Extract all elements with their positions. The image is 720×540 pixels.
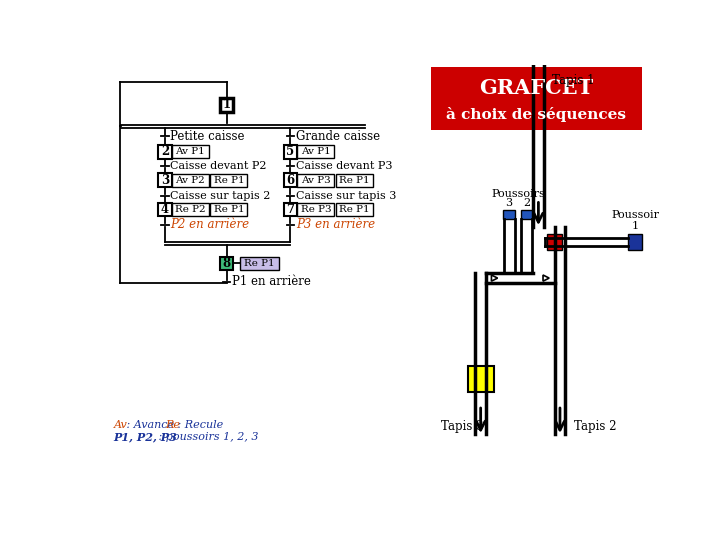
FancyBboxPatch shape: [297, 203, 334, 216]
Text: 6: 6: [287, 174, 294, 187]
Text: Tapis 3: Tapis 3: [441, 420, 483, 433]
FancyBboxPatch shape: [220, 256, 233, 271]
FancyBboxPatch shape: [158, 202, 172, 217]
Text: 4: 4: [161, 203, 169, 216]
FancyBboxPatch shape: [210, 174, 248, 187]
Text: Re P1: Re P1: [339, 176, 369, 185]
FancyBboxPatch shape: [210, 203, 248, 216]
Text: 5: 5: [287, 145, 294, 158]
FancyBboxPatch shape: [284, 145, 297, 159]
Text: 3: 3: [161, 174, 169, 187]
Text: Av P2: Av P2: [176, 176, 205, 185]
Text: Caisse sur tapis 2: Caisse sur tapis 2: [171, 191, 271, 201]
Text: P3 en arrière: P3 en arrière: [296, 219, 375, 232]
Text: Petite caisse: Petite caisse: [171, 130, 245, 143]
Text: Caisse devant P2: Caisse devant P2: [171, 161, 267, 171]
FancyBboxPatch shape: [240, 257, 279, 270]
FancyBboxPatch shape: [158, 145, 172, 159]
Text: Re P1: Re P1: [244, 259, 275, 268]
Text: Re: Re: [165, 420, 180, 430]
Text: Re P2: Re P2: [175, 205, 206, 214]
Text: P2 en arrière: P2 en arrière: [171, 219, 249, 232]
Text: Re P3: Re P3: [300, 205, 331, 214]
Text: 8: 8: [222, 257, 230, 270]
FancyBboxPatch shape: [297, 174, 334, 187]
Text: Caisse devant P3: Caisse devant P3: [296, 161, 392, 171]
FancyBboxPatch shape: [172, 203, 209, 216]
FancyBboxPatch shape: [336, 174, 373, 187]
Text: 2: 2: [523, 198, 531, 208]
FancyBboxPatch shape: [172, 145, 209, 158]
FancyBboxPatch shape: [547, 234, 562, 249]
Text: : Avance: : Avance: [122, 420, 184, 430]
Text: Caisse sur tapis 3: Caisse sur tapis 3: [296, 191, 396, 201]
Text: P1 en arrière: P1 en arrière: [232, 275, 311, 288]
Text: Re P1: Re P1: [339, 205, 369, 214]
Text: Tapis 2: Tapis 2: [574, 420, 616, 433]
Text: Poussoir
1: Poussoir 1: [611, 210, 660, 231]
Text: Av: Av: [113, 420, 127, 430]
Text: Re P1: Re P1: [214, 205, 244, 214]
FancyBboxPatch shape: [220, 98, 233, 112]
Text: 1: 1: [222, 98, 230, 111]
FancyBboxPatch shape: [284, 173, 297, 187]
FancyBboxPatch shape: [172, 174, 209, 187]
Text: Av P1: Av P1: [176, 147, 205, 156]
FancyBboxPatch shape: [158, 173, 172, 187]
Text: Poussoirs: Poussoirs: [491, 189, 545, 199]
FancyBboxPatch shape: [521, 210, 533, 219]
Text: Av P3: Av P3: [301, 176, 330, 185]
FancyBboxPatch shape: [297, 145, 334, 158]
FancyBboxPatch shape: [284, 202, 297, 217]
Text: P1, P2, P3: P1, P2, P3: [113, 431, 177, 442]
FancyBboxPatch shape: [467, 366, 494, 392]
Text: Av P1: Av P1: [301, 147, 330, 156]
Text: 3: 3: [505, 198, 513, 208]
FancyBboxPatch shape: [431, 67, 642, 130]
Text: : poussoirs 1, 2, 3: : poussoirs 1, 2, 3: [155, 431, 258, 442]
Text: GRAFCET: GRAFCET: [480, 78, 593, 98]
Text: à choix de séquences: à choix de séquences: [446, 107, 626, 122]
Text: 2: 2: [161, 145, 169, 158]
FancyBboxPatch shape: [503, 210, 516, 219]
Text: Re P1: Re P1: [214, 176, 244, 185]
Text: 7: 7: [287, 203, 294, 216]
Text: Tapis 1: Tapis 1: [552, 74, 595, 87]
Text: Grande caisse: Grande caisse: [296, 130, 380, 143]
FancyBboxPatch shape: [629, 234, 642, 249]
FancyBboxPatch shape: [336, 203, 373, 216]
Text: : Recule: : Recule: [174, 420, 223, 430]
